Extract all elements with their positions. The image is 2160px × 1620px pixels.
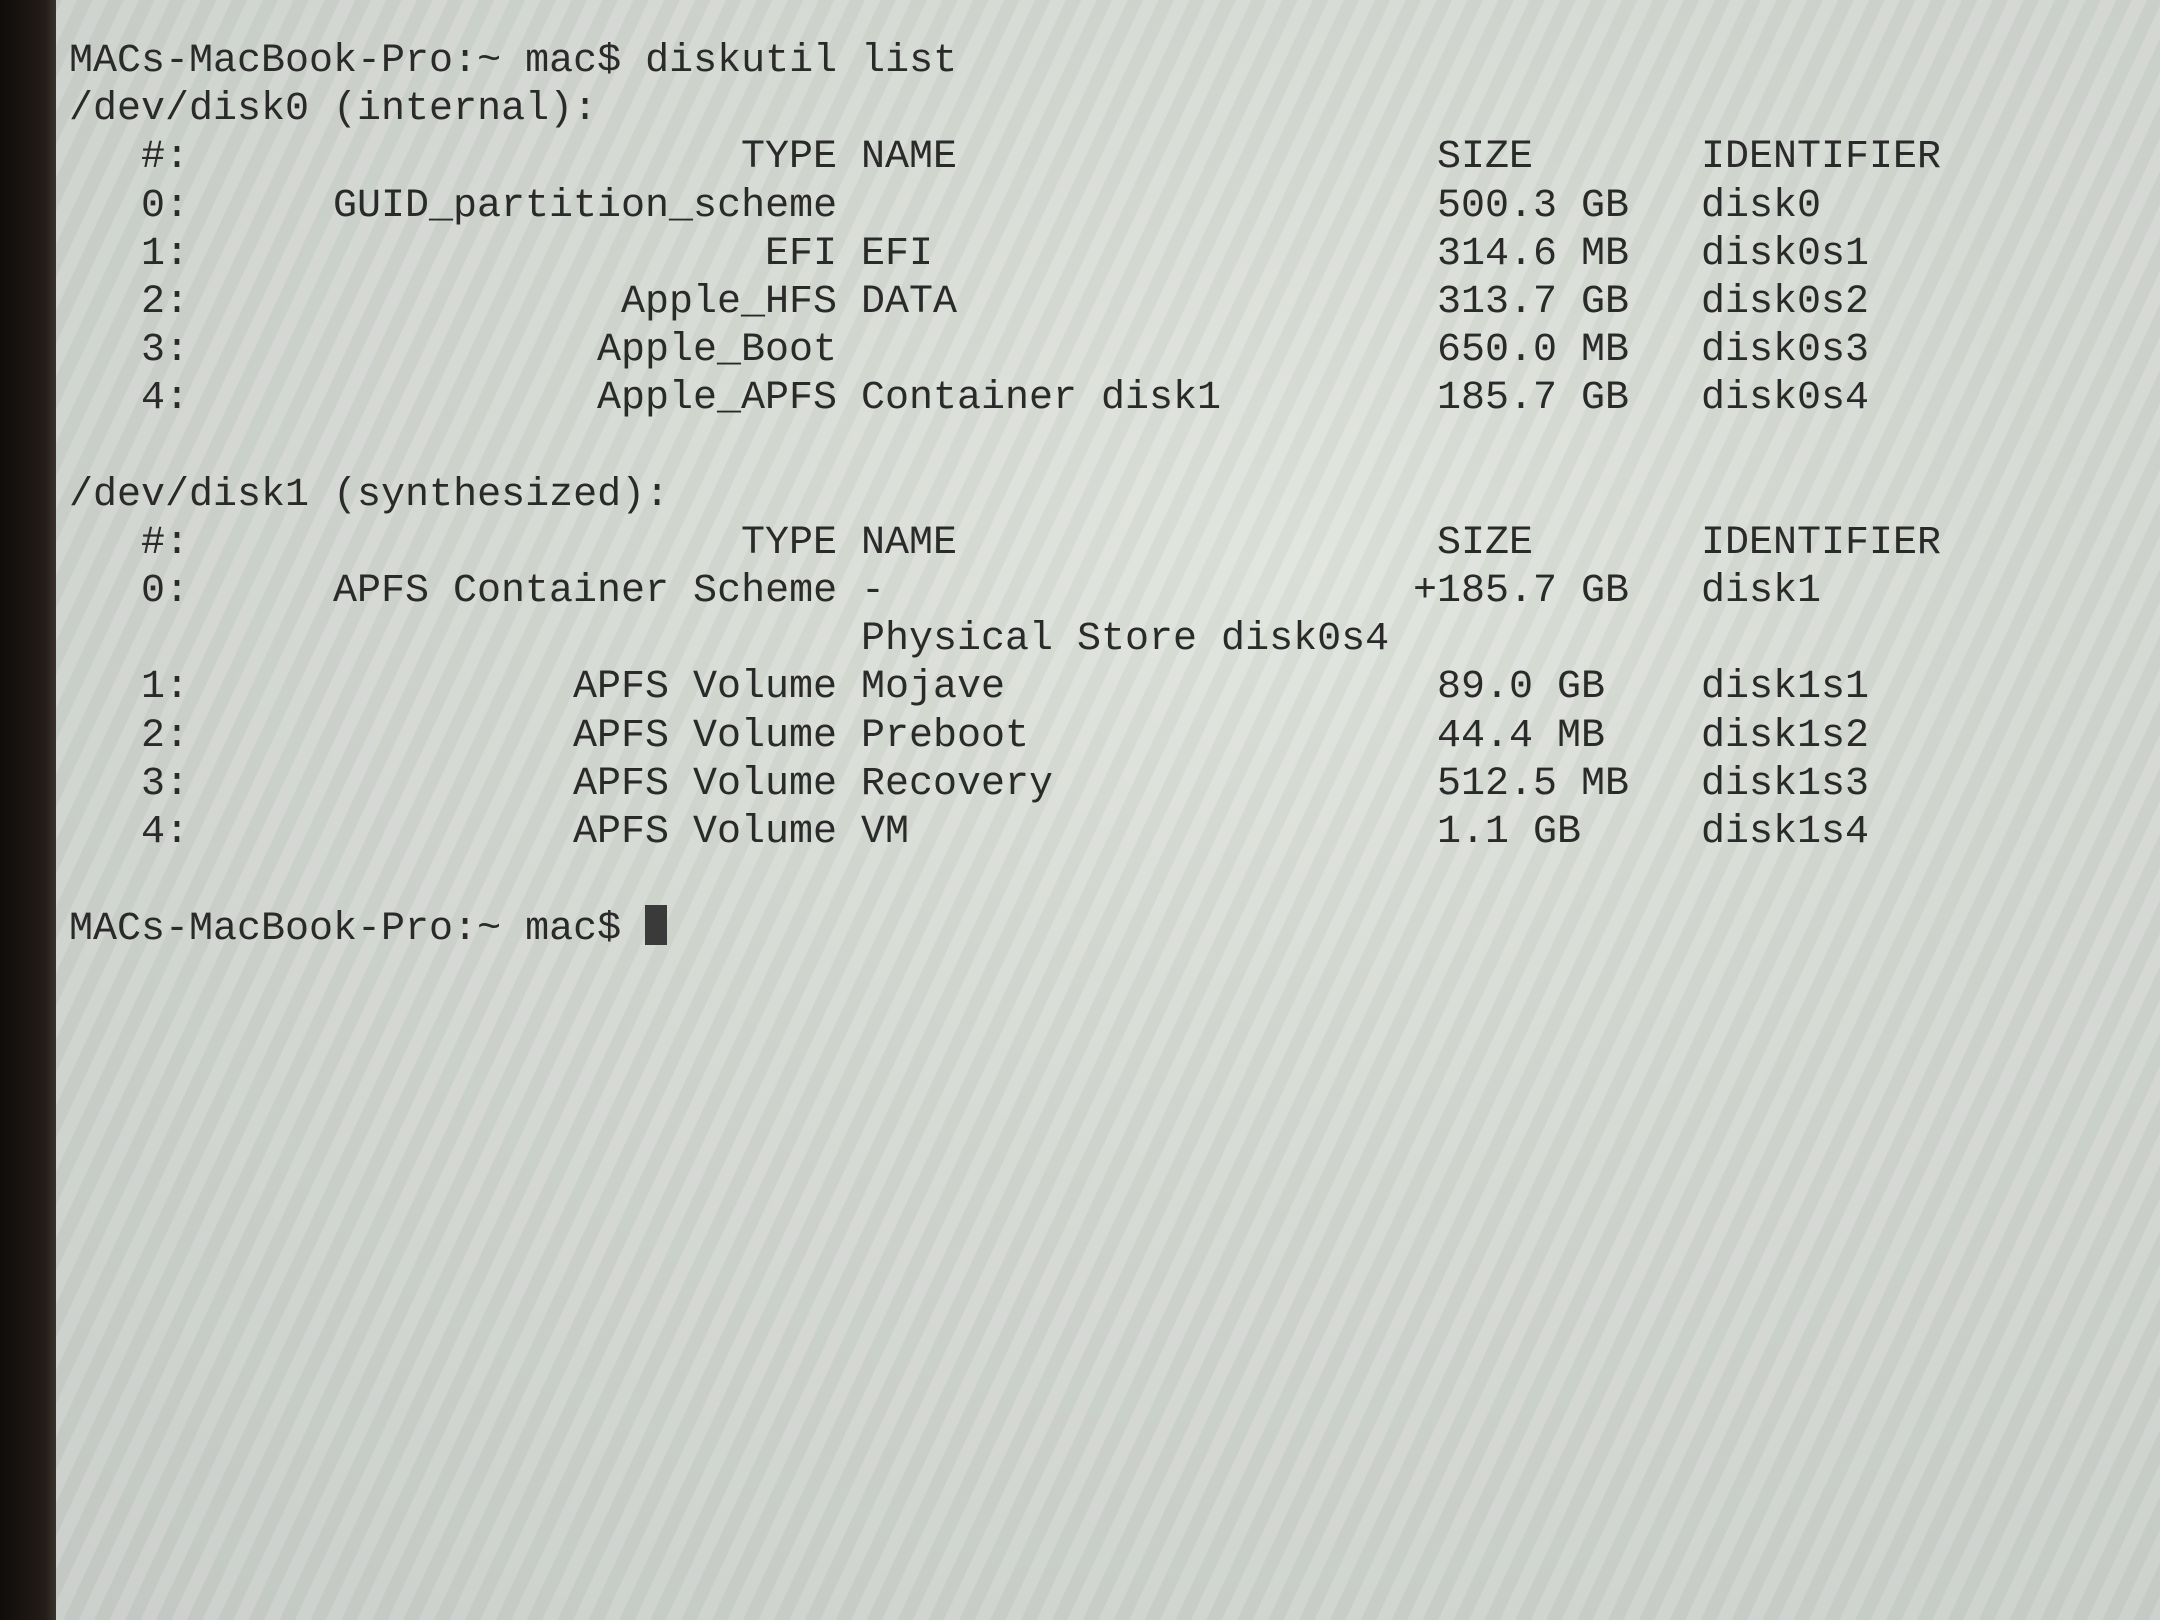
partition-size: 314.6 MB (1437, 231, 1630, 277)
partition-size: 500.3 GB (1437, 183, 1630, 229)
partition-identifier: disk1s3 (1701, 761, 1870, 807)
partition-identifier: disk0 (1701, 183, 1822, 229)
partition-type: APFS Volume (573, 665, 838, 711)
prompt: MACs-MacBook-Pro:~ mac$ (69, 907, 622, 953)
partition-identifier: disk0s4 (1701, 376, 1870, 422)
partition-size: 44.4 MB (1437, 713, 1606, 759)
partition-number: 0: (141, 183, 190, 229)
partition-number: 2: (141, 713, 190, 759)
column-num: #: (141, 520, 190, 566)
partition-row: 3: APFS Volume Recovery 512.5 MB disk1s3 (69, 761, 1869, 809)
partition-type: EFI (765, 231, 838, 277)
partition-identifier: disk0s2 (1701, 279, 1870, 325)
column-type: TYPE (741, 135, 838, 181)
partition-number: 1: (141, 665, 190, 711)
partition-size: 89.0 GB (1437, 665, 1606, 711)
partition-name: VM (861, 810, 910, 855)
column-size: SIZE (1437, 135, 1534, 181)
column-header-row: #: TYPE NAME SIZE IDENTIFIER (69, 520, 1941, 568)
partition-identifier: disk0s1 (1701, 231, 1870, 277)
partition-row: 1: APFS Volume Mojave 89.0 GB disk1s1 (69, 664, 1869, 712)
partition-name: Container disk1 (861, 376, 1222, 422)
partition-row: 0: GUID_partition_scheme 500.3 GB disk0 (69, 183, 1821, 231)
blank-line (69, 857, 957, 905)
partition-type: APFS Volume (573, 810, 838, 855)
partition-name: Recovery (861, 761, 1054, 807)
partition-size: 650.0 MB (1437, 328, 1630, 374)
partition-number: 1: (141, 231, 190, 277)
partition-identifier: disk1s4 (1701, 810, 1870, 855)
command-line: MACs-MacBook-Pro:~ mac$ diskutil list (69, 38, 957, 86)
column-name: NAME (861, 520, 958, 566)
partition-identifier: disk1s2 (1701, 713, 1870, 759)
partition-name: Preboot (861, 713, 1030, 759)
partition-identifier: disk1s1 (1701, 665, 1870, 711)
partition-size: 512.5 MB (1437, 761, 1630, 807)
partition-identifier: disk1 (1701, 569, 1822, 615)
partition-name: EFI (861, 231, 934, 277)
column-type: TYPE (741, 520, 838, 566)
partition-number: 0: (141, 569, 190, 615)
partition-type: Apple_Boot (597, 328, 838, 374)
column-num: #: (141, 135, 190, 181)
partition-identifier: disk0s3 (1701, 328, 1870, 374)
partition-type: Apple_HFS (621, 279, 838, 325)
cursor[interactable] (645, 905, 668, 946)
physical-store: Physical Store disk0s4 (861, 617, 1390, 663)
disk-header: /dev/disk1 (synthesized): (69, 472, 957, 520)
current-prompt-line[interactable]: MACs-MacBook-Pro:~ mac$ (69, 905, 957, 953)
partition-number: 4: (141, 376, 190, 422)
blank-line (69, 424, 957, 472)
partition-row-continuation: Physical Store disk0s4 (69, 616, 1389, 664)
terminal-output[interactable]: MACs-MacBook-Pro:~ mac$ diskutil list /de… (69, 38, 1941, 954)
disk-header-text: /dev/disk0 (internal): (69, 87, 598, 133)
command: diskutil list (645, 39, 958, 84)
partition-row: 2: Apple_HFS DATA 313.7 GB disk0s2 (69, 279, 1869, 327)
partition-type: GUID_partition_scheme (333, 183, 838, 229)
disk-header: /dev/disk0 (internal): (69, 86, 957, 134)
partition-type: APFS Volume (573, 761, 838, 807)
partition-number: 3: (141, 328, 190, 374)
column-name: NAME (861, 135, 958, 181)
column-size: SIZE (1437, 520, 1534, 566)
partition-name: DATA (861, 279, 958, 325)
partition-row: 0: APFS Container Scheme - +185.7 GB disk1 (69, 568, 1821, 616)
column-identifier: IDENTIFIER (1701, 520, 1942, 566)
column-header-row: #: TYPE NAME SIZE IDENTIFIER (69, 134, 1941, 182)
partition-row: 4: Apple_APFS Container disk1 185.7 GB disk0… (69, 375, 1869, 423)
partition-row: 4: APFS Volume VM 1.1 GB disk1s4 (69, 809, 1869, 857)
partition-type: APFS Volume (573, 713, 838, 759)
partition-row: 3: Apple_Boot 650.0 MB disk0s3 (69, 327, 1869, 375)
partition-number: 3: (141, 761, 190, 807)
partition-name: Mojave (861, 665, 1006, 711)
partition-row: 2: APFS Volume Preboot 44.4 MB disk1s2 (69, 713, 1869, 761)
prompt: MACs-MacBook-Pro:~ mac$ (69, 39, 622, 84)
partition-name: - (861, 569, 886, 615)
partition-type: Apple_APFS (597, 376, 838, 422)
partition-size: +185.7 GB (1413, 569, 1630, 615)
disk-header-text: /dev/disk1 (synthesized): (69, 472, 670, 518)
column-identifier: IDENTIFIER (1701, 135, 1942, 181)
partition-size: 313.7 GB (1437, 279, 1630, 325)
partition-size: 185.7 GB (1437, 376, 1630, 422)
partition-number: 2: (141, 279, 190, 325)
partition-size: 1.1 GB (1437, 810, 1582, 855)
partition-number: 4: (141, 810, 190, 855)
screen-bezel (0, 0, 56, 1620)
partition-type: APFS Container Scheme (333, 569, 838, 615)
partition-row: 1: EFI EFI 314.6 MB disk0s1 (69, 231, 1869, 279)
